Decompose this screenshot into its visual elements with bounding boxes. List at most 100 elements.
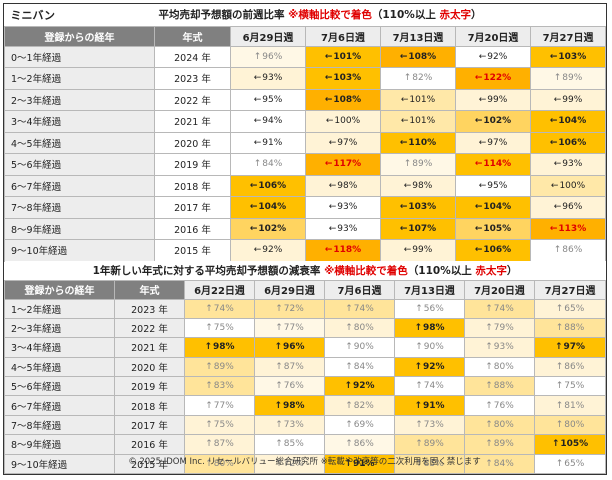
ratio-value: 98%	[423, 323, 445, 334]
arrow-left-icon: ←	[478, 51, 487, 62]
arrow-up-icon: ↑	[205, 458, 213, 469]
ratio-cell: ←117%	[305, 153, 381, 176]
arrow-left-icon: ←	[403, 180, 412, 191]
row-age-label: 1～2年経過	[4, 298, 115, 319]
arrow-left-icon: ←	[253, 116, 262, 127]
ratio-value: 90%	[353, 342, 374, 353]
arrow-up-icon: ↑	[555, 361, 564, 372]
ratio-cell: ↑96%	[254, 337, 325, 358]
col-header-date: 7月20日週	[455, 25, 531, 47]
table-row: 4～5年経過 2020 年 ↑89% ↑87% ↑84% ↑92% ↑80% ↑86%	[4, 356, 607, 378]
ratio-value: 96%	[562, 202, 583, 213]
table-row: 5～6年経過 2019 年 ↑83% ↑76% ↑92% ↑74% ↑88% ↑75%	[4, 376, 607, 397]
arrow-left-icon: ←	[253, 94, 262, 105]
table-row: 9～10年経過 2015 年 ↑80% ↑72% ↑91% ↑85% ↑84% ↑65%	[4, 453, 607, 475]
arrow-up-icon: ↑	[403, 73, 412, 84]
table1-title-note: ※横軸比較で着色	[288, 9, 372, 22]
ratio-cell: ↑76%	[254, 376, 325, 397]
col-header-date: 7月6日週	[305, 25, 381, 47]
ratio-cell: ←100%	[529, 174, 607, 197]
ratio-value: 81%	[564, 400, 585, 411]
ratio-cell: ↑92%	[394, 356, 465, 378]
arrow-up-icon: ↑	[205, 303, 213, 314]
ratio-cell: ↑69%	[324, 414, 395, 436]
row-year-label: 2021 年	[114, 337, 185, 358]
ratio-value: 83%	[213, 381, 234, 392]
ratio-cell: ←93%	[305, 217, 381, 240]
decay-ratio-table: 1年新しい年式に対する平均売却予想額の減衰率 ※横軸比較で着色（110%以上 赤…	[4, 261, 607, 475]
arrow-up-icon: ↑	[274, 400, 282, 411]
weekly-ratio-table: ミニバン 平均売却予想額の前週比率 ※横軸比較で着色（110%以上 赤太字） 登…	[4, 4, 607, 262]
ratio-value: 93%	[337, 202, 358, 213]
ratio-cell: ←99%	[455, 88, 531, 111]
arrow-up-icon: ↑	[485, 420, 493, 431]
ratio-cell: ↑80%	[184, 453, 255, 475]
ratio-cell: ←114%	[455, 153, 531, 176]
arrow-up-icon: ↑	[551, 439, 560, 450]
ratio-cell: ↑80%	[464, 356, 535, 378]
ratio-cell: ↑88%	[464, 376, 535, 397]
ratio-value: 76%	[283, 381, 304, 392]
ratio-cell: ←102%	[455, 110, 531, 133]
ratio-cell: ←102%	[230, 217, 306, 240]
ratio-value: 72%	[283, 458, 304, 469]
table1-title-main: 平均売却予想額の前週比率	[158, 9, 285, 22]
ratio-cell: ↑75%	[533, 376, 607, 397]
ratio-value: 56%	[423, 303, 444, 314]
col-header-date: 7月13日週	[394, 279, 465, 300]
table-row: 1～2年経過 2023 年 ←93% ←103% ↑82% ←122% ↑89%	[4, 67, 607, 90]
ratio-cell: ←97%	[455, 131, 531, 154]
arrow-up-icon: ↑	[415, 303, 423, 314]
arrow-up-icon: ↑	[275, 458, 283, 469]
row-year-label: 2016 年	[114, 434, 185, 455]
table1-title-paren-close: ）	[470, 9, 482, 22]
ratio-cell: ←94%	[230, 110, 306, 133]
ratio-value: 99%	[562, 94, 583, 105]
ratio-value: 74%	[353, 303, 374, 314]
col-header-age: 登録からの経年	[4, 279, 115, 300]
col-header-date: 6月29日週	[230, 25, 306, 47]
col-header-date: 7月27日週	[533, 279, 607, 300]
ratio-cell: ↑93%	[464, 337, 535, 358]
table2-title: 1年新しい年式に対する平均売却予想額の減衰率 ※横軸比較で着色（110%以上 赤…	[4, 261, 606, 280]
arrow-left-icon: ←	[474, 202, 483, 213]
ratio-value: 99%	[412, 245, 433, 256]
row-age-label: 6～7年経過	[4, 174, 155, 197]
ratio-cell: ↑91%	[394, 395, 465, 416]
arrow-up-icon: ↑	[205, 381, 213, 392]
arrow-up-icon: ↑	[275, 420, 283, 431]
arrow-left-icon: ←	[474, 223, 483, 234]
ratio-value: 89%	[493, 439, 514, 450]
row-year-label: 2023 年	[154, 67, 231, 90]
ratio-value: 82%	[353, 400, 374, 411]
table-row: 8～9年経過 2016 年 ←102% ←93% ←107% ←105% ←113%	[4, 217, 607, 240]
ratio-value: 65%	[564, 458, 585, 469]
ratio-value: 97%	[487, 137, 508, 148]
ratio-cell: ↑74%	[464, 298, 535, 319]
ratio-value: 117%	[333, 159, 362, 170]
ratio-value: 93%	[262, 73, 283, 84]
arrow-left-icon: ←	[399, 137, 408, 148]
arrow-left-icon: ←	[328, 202, 337, 213]
ratio-value: 72%	[283, 303, 304, 314]
ratio-value: 82%	[412, 73, 433, 84]
ratio-value: 101%	[333, 51, 362, 62]
col-header-year: 年式	[114, 279, 185, 300]
col-header-date: 6月22日週	[184, 279, 255, 300]
arrow-up-icon: ↑	[344, 458, 352, 469]
table2-title-note: ※横軸比較で着色	[324, 264, 408, 277]
ratio-cell: ↑72%	[254, 298, 325, 319]
arrow-left-icon: ←	[549, 51, 558, 62]
table-row: 8～9年経過 2016 年 ↑87% ↑85% ↑86% ↑89% ↑89% ↑105%	[4, 434, 607, 455]
ratio-cell: ↑82%	[324, 395, 395, 416]
arrow-up-icon: ↑	[345, 342, 353, 353]
ratio-value: 87%	[283, 361, 304, 372]
ratio-value: 85%	[423, 458, 444, 469]
ratio-value: 80%	[493, 420, 514, 431]
arrow-left-icon: ←	[474, 245, 483, 256]
ratio-value: 89%	[412, 159, 433, 170]
ratio-cell: ←103%	[529, 45, 607, 68]
arrow-up-icon: ↑	[205, 439, 213, 450]
arrow-up-icon: ↑	[414, 400, 422, 411]
ratio-value: 73%	[423, 420, 444, 431]
